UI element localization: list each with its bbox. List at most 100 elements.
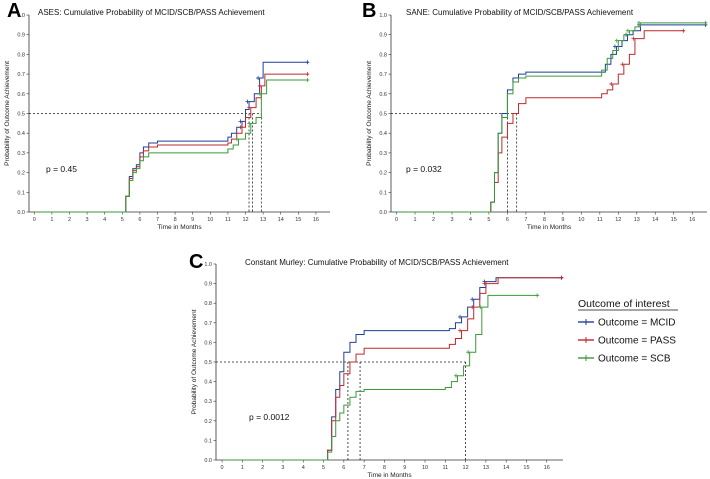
y-axis-label: Probability of Outcome Achievement <box>4 61 11 166</box>
x-tick-label: 5 <box>487 217 490 223</box>
censor-mark <box>620 62 625 67</box>
panel-label: B <box>362 0 376 22</box>
censor-mark <box>458 328 463 333</box>
y-tick-label: 0.8 <box>204 301 212 307</box>
censor-mark <box>238 125 243 130</box>
x-tick-label: 5 <box>121 217 124 223</box>
censor-mark <box>478 305 483 310</box>
y-tick-label: 0.1 <box>17 190 25 196</box>
x-tick-label: 6 <box>506 217 509 223</box>
y-tick-label: 0.9 <box>204 282 212 288</box>
series-line-scb <box>222 294 539 461</box>
panel-b: B SANE: Cumulative Probability of MCID/SC… <box>362 0 708 231</box>
x-tick-label: 12 <box>615 217 621 223</box>
series-line-pass <box>222 277 563 461</box>
legend-censor-mark <box>583 337 589 343</box>
x-tick-label: 10 <box>578 217 584 223</box>
y-tick-label: 0.8 <box>17 52 25 58</box>
x-tick-label: 1 <box>50 217 53 223</box>
censor-mark <box>631 36 636 41</box>
x-tick-label: 9 <box>561 217 564 223</box>
x-tick-label: 15 <box>523 465 529 471</box>
series-line-scb <box>34 79 309 213</box>
p-value: p = 0.032 <box>406 164 442 174</box>
x-tick-label: 8 <box>543 217 546 223</box>
legend: Outcome of interest Outcome = MCID Outcom… <box>578 298 678 365</box>
legend-items: Outcome = MCID Outcome = PASS Outcome = SC… <box>578 318 676 365</box>
y-axis-label: Probability of Outcome Achievement <box>191 309 198 414</box>
x-tick-label: 11 <box>442 465 448 471</box>
y-tick-label: 0.9 <box>17 33 25 39</box>
x-tick-label: 16 <box>689 217 695 223</box>
legend-censor-mark <box>583 319 589 325</box>
y-tick-label: 0.4 <box>17 131 25 137</box>
x-tick-label: 12 <box>242 217 248 223</box>
y-tick-label: 0.2 <box>379 171 387 177</box>
y-tick-label: 0.9 <box>379 33 387 39</box>
censor-mark <box>305 78 310 83</box>
legend-item: Outcome = PASS <box>578 336 676 347</box>
legend-title: Outcome of interest <box>578 298 670 310</box>
x-tick-label: 0 <box>33 217 36 223</box>
y-tick-label: 0.0 <box>379 210 387 216</box>
censor-mark <box>482 281 487 286</box>
y-tick-label: 0.3 <box>204 399 212 405</box>
panel-c: C Constant Murley: Cumulative Probability… <box>189 251 564 479</box>
censor-mark <box>305 72 310 77</box>
censor-mark <box>470 297 475 302</box>
series-line-pass <box>396 30 685 213</box>
y-tick-label: 1.0 <box>379 13 387 19</box>
censor-mark <box>559 275 564 280</box>
y-tick-label: 0.3 <box>379 151 387 157</box>
x-tick-label: 6 <box>342 465 345 471</box>
censor-mark <box>535 293 540 298</box>
x-tick-label: 4 <box>103 217 106 223</box>
y-tick-label: 0.0 <box>17 210 25 216</box>
x-tick-label: 3 <box>450 217 453 223</box>
x-tick-label: 11 <box>225 217 231 223</box>
x-axis-label: Time in Months <box>527 224 572 231</box>
x-tick-label: 6 <box>138 217 141 223</box>
x-tick-label: 13 <box>634 217 640 223</box>
y-axis-label: Probability of Outcome Achievement <box>366 61 373 166</box>
x-tick-label: 8 <box>383 465 386 471</box>
x-tick-label: 3 <box>281 465 284 471</box>
x-tick-label: 7 <box>524 217 527 223</box>
censor-mark <box>256 76 261 81</box>
y-tick-label: 0.7 <box>204 321 212 327</box>
legend-item: Outcome = MCID <box>578 318 676 329</box>
x-tick-label: 3 <box>86 217 89 223</box>
y-tick-label: 0.0 <box>204 458 212 464</box>
chart-title: SANE: Cumulative Probability of MCID/SCB… <box>406 8 634 17</box>
y-tick-label: 0.6 <box>17 92 25 98</box>
panel-a: A ASES: Cumulative Probability of MCID/SC… <box>4 0 330 231</box>
censor-mark <box>247 121 252 126</box>
y-tick-label: 0.4 <box>379 131 387 137</box>
censor-mark <box>636 20 641 25</box>
censor-mark <box>257 83 262 88</box>
y-tick-label: 0.4 <box>204 380 212 386</box>
censor-mark <box>612 44 617 49</box>
censor-mark <box>238 119 243 124</box>
x-tick-label: 16 <box>313 217 319 223</box>
y-tick-label: 0.5 <box>17 112 25 118</box>
censor-mark <box>466 350 471 355</box>
x-tick-label: 15 <box>295 217 301 223</box>
x-tick-label: 13 <box>260 217 266 223</box>
x-tick-label: 13 <box>483 465 489 471</box>
x-tick-label: 16 <box>544 465 550 471</box>
y-tick-label: 0.6 <box>204 340 212 346</box>
x-tick-label: 0 <box>221 465 224 471</box>
y-tick-label: 0.7 <box>379 72 387 78</box>
chart-title: Constant Murley: Cumulative Probability … <box>245 258 509 267</box>
y-tick-label: 0.7 <box>17 72 25 78</box>
x-tick-label: 10 <box>207 217 213 223</box>
panel-label: C <box>189 251 203 273</box>
y-tick-label: 0.8 <box>379 52 387 58</box>
y-tick-label: 1.0 <box>17 13 25 19</box>
x-tick-label: 5 <box>322 465 325 471</box>
p-value: p = 0.0012 <box>249 412 290 422</box>
panels: A ASES: Cumulative Probability of MCID/SC… <box>4 0 708 479</box>
censor-mark <box>458 314 463 319</box>
